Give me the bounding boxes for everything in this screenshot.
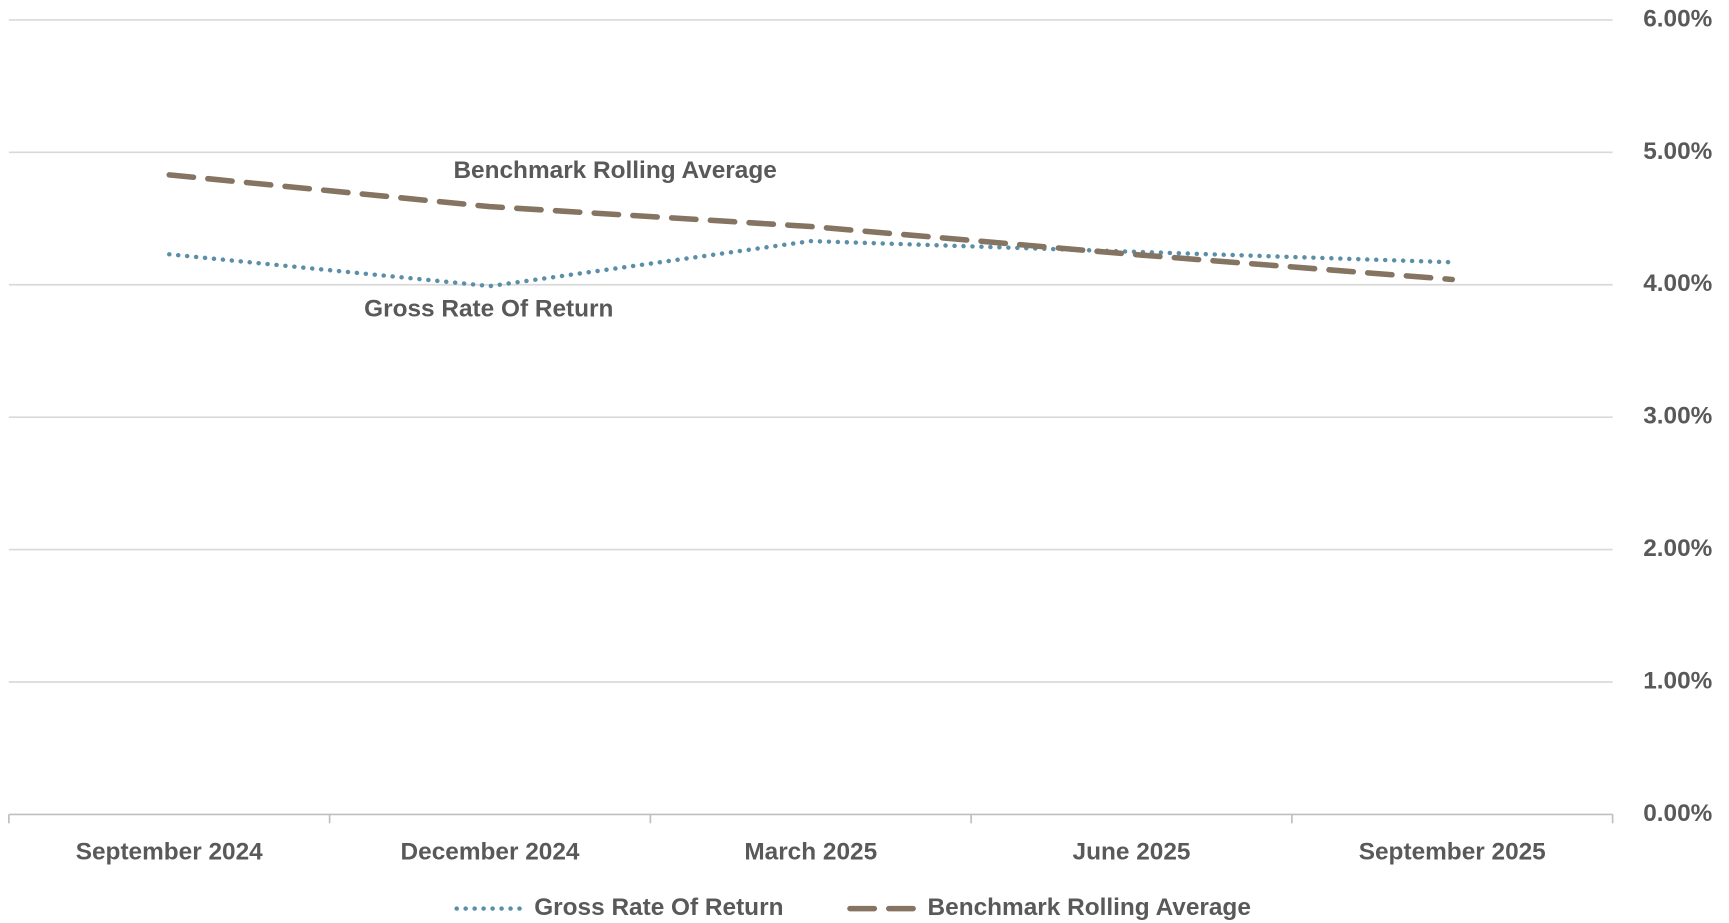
x-tick-label: June 2025 [1073,839,1191,866]
y-tick-label: 3.00% [1643,403,1712,430]
legend-label: Benchmark Rolling Average [928,894,1251,921]
x-tick-label: September 2025 [1359,839,1546,866]
x-tick-label: March 2025 [744,839,877,866]
y-tick-label: 6.00% [1643,5,1712,32]
y-tick-label: 5.00% [1643,138,1712,165]
y-tick-label: 2.00% [1643,535,1712,562]
series-line [166,172,1456,283]
x-tick-label: December 2024 [401,839,580,866]
x-tick-label: September 2024 [76,839,263,866]
y-tick-label: 0.00% [1643,800,1712,827]
annotation: Gross Rate Of Return [364,296,613,323]
series-line [167,238,1455,289]
y-tick-label: 4.00% [1643,270,1712,297]
y-tick-label: 1.00% [1643,667,1712,694]
annotation: Benchmark Rolling Average [453,157,776,184]
legend-label: Gross Rate Of Return [534,894,783,921]
